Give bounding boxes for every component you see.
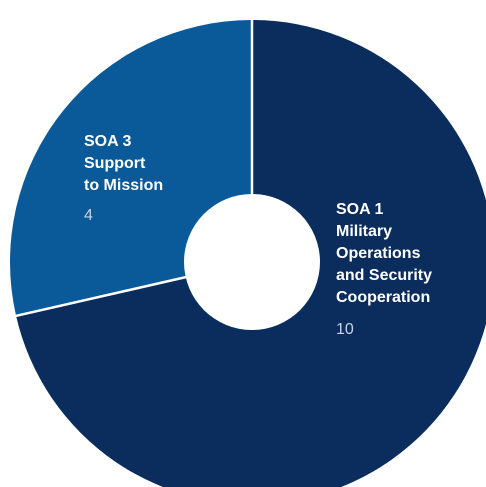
- slice-label-line: Military: [336, 223, 392, 240]
- slice-label-line: and Security: [336, 267, 432, 284]
- slice-label-line: SOA 3: [84, 133, 132, 150]
- donut-center-hole: [184, 194, 320, 330]
- slice-label-line: Operations: [336, 245, 421, 262]
- slice-value-2: 4: [84, 207, 93, 224]
- slice-label-2: SOA 3 Support to Mission: [84, 133, 163, 194]
- slice-value-1: 10: [336, 321, 354, 338]
- slice-label-1: SOA 1 Military Operations and Security Coope…: [336, 201, 432, 306]
- slice-label-line: SOA 1: [336, 201, 384, 218]
- slice-label-line: Cooperation: [336, 289, 430, 306]
- slice-label-line: to Mission: [84, 177, 163, 194]
- slice-label-line: Support: [84, 155, 146, 172]
- donut-slice-1: [16, 20, 486, 487]
